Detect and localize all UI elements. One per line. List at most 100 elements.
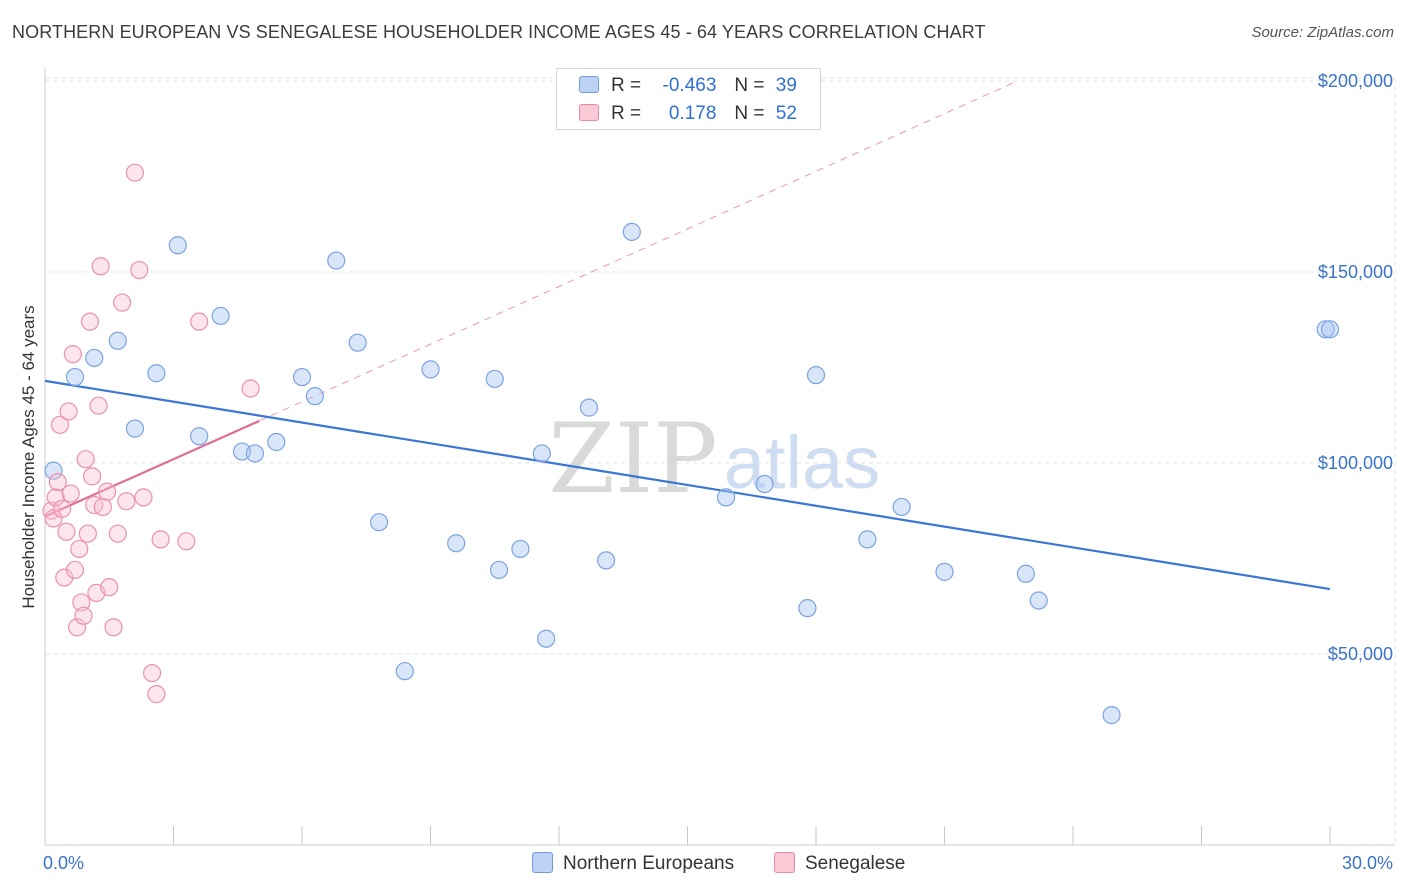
point-senegalese [59,402,78,421]
bottom-legend-label: Senegalese [805,853,906,874]
point-northern-europeans [622,222,641,241]
point-senegalese [74,606,93,625]
point-northern-europeans [532,444,551,463]
y-tick-labels: $50,000 $100,000 $150,000 $200,000 [1318,71,1393,664]
point-senegalese [48,473,67,492]
point-northern-europeans [489,560,509,580]
point-senegalese [53,499,72,518]
bottom-legend-northern-europeans: Northern Europeans [532,852,734,875]
point-senegalese [177,532,196,551]
point-northern-europeans [1029,591,1048,610]
point-northern-europeans [858,530,877,549]
point-senegalese [72,593,91,612]
trend-lines [44,80,1331,591]
trend-line-senegalese [258,80,1018,422]
point-northern-europeans [1316,320,1335,339]
point-senegalese [57,522,76,541]
point-senegalese [76,450,95,469]
grid-lines [45,77,1396,845]
point-senegalese [80,312,100,331]
watermark: ZIP atlas [548,403,880,515]
point-senegalese [89,396,108,415]
legend-r-label: R = [611,103,642,124]
y-tick-label: $100,000 [1318,453,1393,473]
point-senegalese [70,539,89,559]
point-northern-europeans [1102,706,1121,725]
point-northern-europeans [511,539,530,559]
point-northern-europeans [168,236,187,255]
point-senegalese [125,163,145,182]
legend-r-label: R = [611,75,642,96]
point-senegalese [63,345,82,364]
point-northern-europeans [267,432,286,452]
point-northern-europeans [892,497,911,517]
point-senegalese [98,482,117,501]
data-points [42,163,1340,725]
point-senegalese [93,497,112,517]
y-tick-label: $50,000 [1328,644,1393,664]
point-senegalese [83,467,102,486]
point-senegalese [147,685,166,704]
point-senegalese [108,524,127,543]
point-northern-europeans [327,251,346,270]
point-northern-europeans [597,551,616,570]
point-northern-europeans [245,444,264,463]
point-senegalese [91,257,110,276]
point-northern-europeans [305,387,324,406]
watermark-atlas: atlas [724,421,880,504]
point-senegalese [46,488,65,507]
bottom-legend-label: Northern Europeans [563,853,735,874]
legend-n-value: 52 [775,103,797,124]
point-northern-europeans [755,474,774,494]
x-tick-label: 30.0% [1342,853,1393,873]
point-northern-europeans [798,599,817,618]
bottom-legend-swatch [774,852,795,873]
legend-swatch-northern-europeans [579,76,599,93]
point-senegalese [117,492,136,511]
point-senegalese [151,530,170,549]
trend-line-senegalese [44,419,260,518]
point-northern-europeans [395,662,414,681]
point-senegalese [104,618,123,637]
point-northern-europeans [447,534,466,553]
point-northern-europeans [579,398,599,417]
point-northern-europeans [65,367,85,387]
point-northern-europeans [806,366,826,385]
legend-r-value: -0.463 [662,75,717,96]
watermark-zip: ZIP [548,403,717,515]
point-northern-europeans [370,513,389,532]
legend-r-value: 0.178 [668,103,717,124]
x-tick-label: 0.0% [43,853,84,873]
y-tick-label: $150,000 [1318,262,1393,282]
point-senegalese [68,618,87,637]
point-northern-europeans [935,562,954,581]
point-senegalese [190,312,209,331]
point-northern-europeans [125,419,145,438]
point-northern-europeans [421,360,440,379]
correlation-legend: R = -0.463 N = 39 R = 0.178 N = 52 [556,68,821,130]
bottom-legend-swatch [532,852,553,873]
point-senegalese [100,578,119,597]
legend-row-northern-europeans: R = -0.463 N = 39 [579,75,797,97]
point-northern-europeans [44,461,63,480]
point-northern-europeans [348,333,367,352]
legend-n-label: N = [734,75,765,96]
legend-n-value: 39 [775,75,797,96]
y-tick-label: $200,000 [1318,71,1393,91]
chart-source: Source: ZipAtlas.com [1251,24,1394,41]
point-senegalese [50,415,70,434]
x-tick-labels: 0.0% 30.0% [43,853,1393,873]
point-northern-europeans [147,364,166,383]
point-senegalese [112,293,132,312]
point-senegalese [130,260,149,280]
legend-row-senegalese: R = 0.178 N = 52 [579,103,797,125]
point-northern-europeans [1016,564,1035,583]
bottom-legend-senegalese: Senegalese [774,852,905,875]
point-senegalese [78,524,97,543]
point-senegalese [134,488,153,507]
point-senegalese [65,560,85,580]
point-northern-europeans [716,488,736,507]
point-senegalese [241,379,260,398]
point-senegalese [142,663,162,683]
point-northern-europeans [190,427,209,446]
